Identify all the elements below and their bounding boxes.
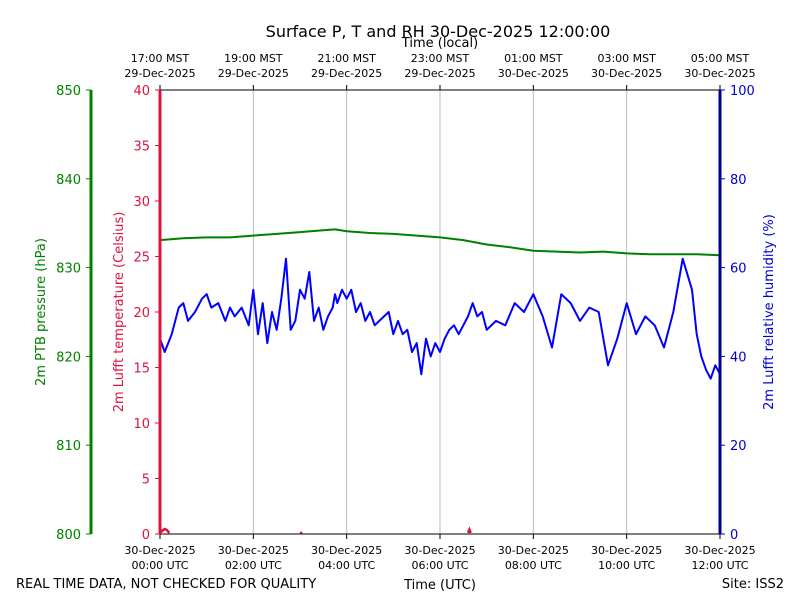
humidity-axis-label: 2m Lufft relative humidity (%) bbox=[762, 214, 777, 410]
site-label: Site: ISS2 bbox=[722, 577, 784, 592]
top-tick-time: 03:00 MST bbox=[597, 52, 656, 65]
top-tick-time: 05:00 MST bbox=[691, 52, 750, 65]
top-tick-date: 29-Dec-2025 bbox=[124, 67, 195, 80]
series-layer bbox=[159, 228, 721, 535]
humidity-tick-label: 80 bbox=[730, 173, 747, 188]
pressure-tick-label: 800 bbox=[56, 528, 81, 543]
grid-lines bbox=[252, 90, 628, 534]
temperature-tick-label: 35 bbox=[133, 140, 150, 155]
top-tick-date: 30-Dec-2025 bbox=[684, 67, 755, 80]
humidity-tick-label: 100 bbox=[730, 84, 755, 99]
2m-lufft-temperature-segment bbox=[159, 527, 171, 534]
humidity-tick-label: 20 bbox=[730, 439, 747, 454]
bottom-tick-date: 30-Dec-2025 bbox=[498, 544, 569, 557]
humidity-axis: 0 20 40 60 80 100 bbox=[718, 84, 755, 543]
2m-lufft-relative-humidity-line bbox=[159, 257, 721, 380]
top-axis-label: Time (local) bbox=[401, 36, 478, 51]
top-tick-time: 21:00 MST bbox=[317, 52, 376, 65]
temperature-axis: 0 5 10 15 20 25 30 35 40 bbox=[133, 84, 162, 543]
top-tick-time: 01:00 MST bbox=[504, 52, 563, 65]
humidity-tick-label: 40 bbox=[730, 350, 747, 365]
bottom-tick-time: 00:00 UTC bbox=[131, 559, 188, 572]
bottom-tick-time: 06:00 UTC bbox=[411, 559, 468, 572]
top-tick-date: 29-Dec-2025 bbox=[218, 67, 289, 80]
top-tick-date: 30-Dec-2025 bbox=[498, 67, 569, 80]
pressure-tick-label: 830 bbox=[56, 262, 81, 277]
bottom-tick-time: 08:00 UTC bbox=[505, 559, 562, 572]
pressure-tick-label: 850 bbox=[56, 84, 81, 99]
temperature-tick-label: 40 bbox=[133, 84, 150, 99]
temperature-axis-label: 2m Lufft temperature (Celsius) bbox=[112, 212, 127, 413]
bottom-tick-date: 30-Dec-2025 bbox=[591, 544, 662, 557]
temperature-tick-label: 20 bbox=[133, 306, 150, 321]
top-tick-date: 30-Dec-2025 bbox=[591, 67, 662, 80]
chart-title: Surface P, T and RH 30-Dec-2025 12:00:00 bbox=[266, 22, 611, 41]
2m-lufft-temperature-segment bbox=[466, 526, 472, 534]
pressure-tick-label: 840 bbox=[56, 173, 81, 188]
bottom-time-axis: 30-Dec-2025 00:00 UTC 30-Dec-2025 02:00 UTC… bbox=[124, 534, 756, 572]
bottom-axis-label: Time (UTC) bbox=[403, 578, 476, 593]
pressure-axis-label: 2m PTB pressure (hPa) bbox=[34, 238, 49, 386]
top-tick-date: 29-Dec-2025 bbox=[311, 67, 382, 80]
bottom-tick-time: 10:00 UTC bbox=[598, 559, 655, 572]
humidity-tick-label: 0 bbox=[730, 528, 738, 543]
temperature-tick-label: 25 bbox=[133, 251, 150, 266]
bottom-tick-date: 30-Dec-2025 bbox=[311, 544, 382, 557]
humidity-tick-label: 60 bbox=[730, 262, 747, 277]
temperature-tick-label: 5 bbox=[142, 473, 150, 488]
temperature-tick-label: 0 bbox=[142, 528, 150, 543]
top-tick-time: 17:00 MST bbox=[131, 52, 190, 65]
top-time-axis: 17:00 MST 29-Dec-2025 19:00 MST 29-Dec-2025… bbox=[124, 52, 756, 90]
temperature-tick-label: 15 bbox=[133, 362, 150, 377]
temperature-tick-label: 10 bbox=[133, 417, 150, 432]
top-tick-date: 29-Dec-2025 bbox=[404, 67, 475, 80]
bottom-tick-time: 12:00 UTC bbox=[691, 559, 748, 572]
bottom-tick-date: 30-Dec-2025 bbox=[124, 544, 195, 557]
bottom-tick-date: 30-Dec-2025 bbox=[404, 544, 475, 557]
bottom-tick-date: 30-Dec-2025 bbox=[684, 544, 755, 557]
pressure-tick-label: 820 bbox=[56, 350, 81, 365]
top-tick-time: 19:00 MST bbox=[224, 52, 283, 65]
top-tick-time: 23:00 MST bbox=[411, 52, 470, 65]
quality-notice: REAL TIME DATA, NOT CHECKED FOR QUALITY bbox=[16, 577, 316, 592]
temperature-tick-label: 30 bbox=[133, 195, 150, 210]
bottom-tick-time: 04:00 UTC bbox=[318, 559, 375, 572]
pressure-tick-label: 810 bbox=[56, 439, 81, 454]
bottom-tick-date: 30-Dec-2025 bbox=[218, 544, 289, 557]
bottom-tick-time: 02:00 UTC bbox=[225, 559, 282, 572]
pressure-axis: 800 810 820 830 840 850 bbox=[56, 84, 93, 543]
2m-ptb-pressure-line bbox=[159, 228, 721, 257]
